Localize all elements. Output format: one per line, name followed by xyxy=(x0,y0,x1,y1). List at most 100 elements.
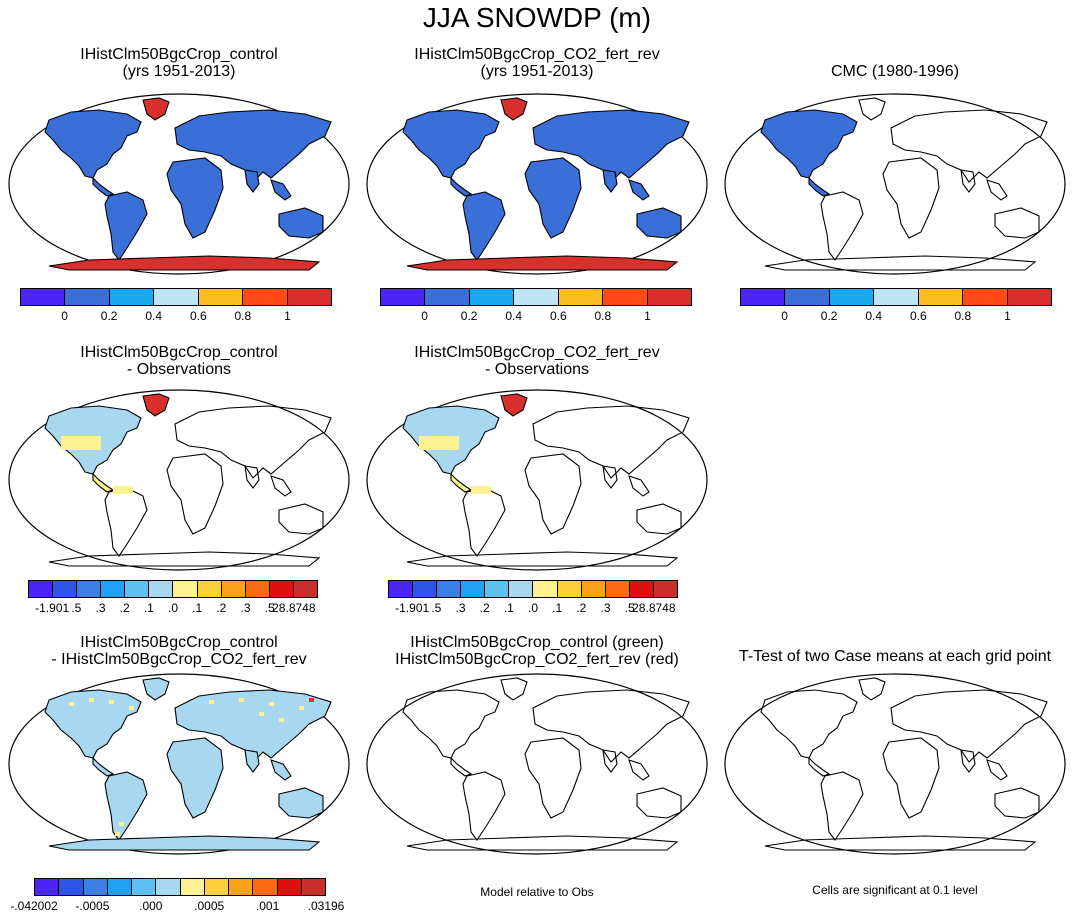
colorbar-label: 0.8 xyxy=(234,309,252,323)
colorbar-label: .3 xyxy=(240,601,251,615)
colorbar-diff-2: -1.901.5.3.2.1.0.1.2.3.5 28.8748 xyxy=(388,580,678,615)
continent-africa xyxy=(524,737,582,819)
colorbar-label: .3 xyxy=(600,601,611,615)
panel-4-title-line1: IHistClm50BgcCrop_control xyxy=(80,344,278,361)
colorbar-label: 0.6 xyxy=(909,309,927,323)
continent-seAsia xyxy=(986,179,1008,201)
colorbar-box-0 xyxy=(29,581,54,597)
colorbar-label: -1.901 xyxy=(35,601,70,615)
colorbar-label: 0.4 xyxy=(505,309,523,323)
colorbar-label: 0.4 xyxy=(145,309,163,323)
colorbar-label: 0.8 xyxy=(954,309,972,323)
continent-australia xyxy=(636,503,682,535)
colorbar-box-5 xyxy=(603,289,648,305)
continent-greenland xyxy=(858,677,886,701)
continent-greenland xyxy=(500,677,528,701)
continent-northAmerica xyxy=(44,689,142,759)
map-panel-8 xyxy=(716,664,1074,864)
colorbar-box-0 xyxy=(381,289,426,305)
continent-australia xyxy=(994,207,1040,239)
colorbar-label: .000 xyxy=(139,899,163,913)
continent-europeAsia xyxy=(174,689,332,763)
map-panel-5 xyxy=(358,380,716,580)
colorbar-box-10 xyxy=(629,581,654,597)
continent-europeAsia xyxy=(532,109,690,183)
colorbar-box-4 xyxy=(125,581,150,597)
panel-1-title: IHistClm50BgcCrop_control (yrs 1951-2013… xyxy=(0,46,358,80)
continent-centralAmerica xyxy=(808,756,831,777)
colorbar-label: .0 xyxy=(167,601,179,615)
map-panel-1 xyxy=(0,84,358,284)
continent-europeAsia xyxy=(890,689,1048,763)
continent-india xyxy=(602,465,618,489)
colorbar-label: 0 xyxy=(61,309,68,323)
world-map xyxy=(366,93,708,275)
continent-india xyxy=(960,169,976,193)
continent-seAsia xyxy=(628,179,650,201)
colorbar-label: .5 xyxy=(264,601,275,615)
diff-band xyxy=(61,436,101,450)
world-map xyxy=(366,673,708,855)
colorbar-box-2 xyxy=(829,289,875,305)
continent-northAmerica xyxy=(402,689,500,759)
colorbar-box-1 xyxy=(425,289,470,305)
world-map xyxy=(366,389,708,571)
continent-centralAmerica xyxy=(808,176,831,197)
colorbar-boxes xyxy=(34,878,326,896)
panel-1-title-line2: (yrs 1951-2013) xyxy=(122,63,236,80)
continent-seAsia xyxy=(270,475,292,497)
continent-antarctica xyxy=(764,835,1037,851)
continent-australia xyxy=(278,503,324,535)
colorbar-label: 0.6 xyxy=(549,309,567,323)
continent-europeAsia xyxy=(890,109,1048,183)
continent-greenland xyxy=(500,97,528,121)
continent-greenland xyxy=(858,97,886,121)
continent-australia xyxy=(636,787,682,819)
panel-3-title-line1: CMC (1980-1996) xyxy=(830,63,960,80)
panel-4-title: IHistClm50BgcCrop_control - Observations xyxy=(0,344,358,378)
panel-5-title-line1: IHistClm50BgcCrop_CO2_fert_rev xyxy=(414,344,660,361)
colorbar-label: .3 xyxy=(95,601,106,615)
colorbar-label: -.0005 xyxy=(75,899,110,913)
continent-india xyxy=(602,749,618,773)
continent-africa xyxy=(166,453,224,535)
continent-greenland xyxy=(142,97,170,121)
colorbar-label: .1 xyxy=(552,601,563,615)
colorbar-diff-1: -1.901.5.3.2.1.0.1.2.3.5 28.8748 xyxy=(28,580,318,615)
colorbar-box-4 xyxy=(198,289,244,305)
diff-cell xyxy=(269,702,274,706)
colorbar-box-3 xyxy=(874,289,919,305)
panel-2-title-line1: IHistClm50BgcCrop_CO2_fert_rev xyxy=(414,46,660,63)
diff-cell xyxy=(299,706,304,710)
continent-antarctica xyxy=(48,255,321,271)
panel-8-title-line1: T-Test of two Case means at each grid po… xyxy=(738,648,1052,665)
continent-southAmerica xyxy=(104,487,148,557)
continent-antarctica xyxy=(406,255,679,271)
colorbar-box-6 xyxy=(533,581,558,597)
panel-6-title: IHistClm50BgcCrop_control - IHistClm50Bg… xyxy=(0,634,358,668)
colorbar-label: -.042002 xyxy=(10,899,58,913)
colorbar-box-3 xyxy=(154,289,199,305)
diff-cell xyxy=(279,718,284,722)
colorbar-box-9 xyxy=(245,581,270,597)
diff-band xyxy=(419,436,459,450)
colorbar-boxes xyxy=(380,288,692,306)
colorbar-box-2 xyxy=(83,879,108,895)
colorbar-box-3 xyxy=(461,581,486,597)
colorbar-box-1 xyxy=(413,581,438,597)
diff-cell xyxy=(69,702,74,706)
colorbar-label: 28.8748 xyxy=(272,601,316,615)
colorbar-label: .5 xyxy=(431,601,442,615)
colorbar-box-2 xyxy=(469,289,515,305)
colorbar-box-5 xyxy=(243,289,288,305)
continent-india xyxy=(244,465,260,489)
colorbar-box-0 xyxy=(35,879,60,895)
colorbar-label: 0.6 xyxy=(189,309,207,323)
colorbar-box-4 xyxy=(132,879,157,895)
colorbar-label: 1 xyxy=(284,309,291,323)
colorbar-snow-3: 0 0.2 0.4 0.6 0.8 1 xyxy=(740,288,1052,323)
continent-greenland xyxy=(142,677,170,701)
continent-seAsia xyxy=(986,759,1008,781)
page-title: JJA SNOWDP (m) xyxy=(422,2,652,33)
panel-3-title: CMC (1980-1996) xyxy=(716,63,1074,80)
